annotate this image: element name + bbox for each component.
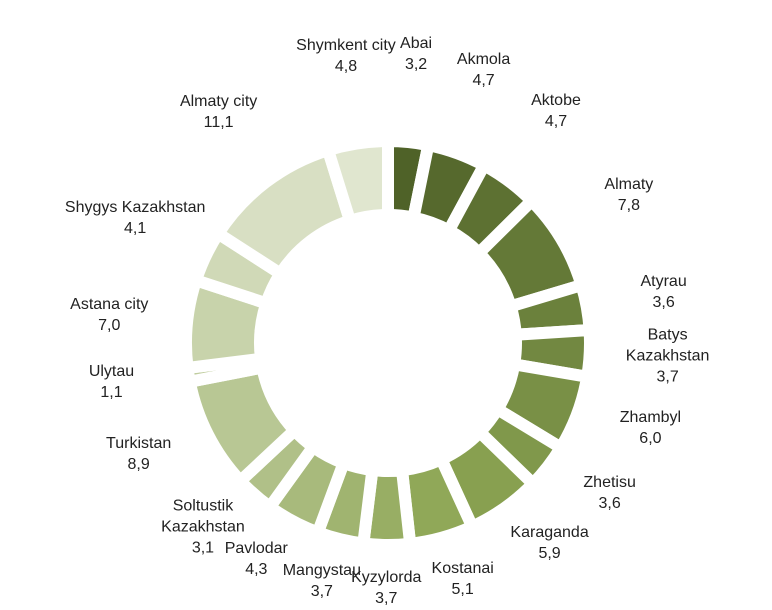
- category-label: Pavlodar: [224, 540, 288, 558]
- category-label: Abai: [400, 35, 433, 53]
- value-label: 7,0: [98, 317, 121, 335]
- category-label: Karaganda: [510, 524, 589, 542]
- slice-label: Ulytau 1,1: [89, 361, 134, 403]
- value-label: 3,7: [310, 583, 333, 601]
- value-label: 4,1: [124, 220, 147, 238]
- slice-label: Shygys Kazakhstan 4,1: [65, 197, 206, 239]
- slice-label: Zhetisu 3,6: [583, 472, 635, 514]
- slice-label: Aktobe 4,7: [531, 90, 581, 132]
- value-label: 6,0: [639, 430, 662, 448]
- category-label: Mangystau: [282, 562, 361, 580]
- category-label: Zhetisu: [583, 473, 636, 491]
- value-label: 7,8: [617, 197, 640, 215]
- slice-label: Karaganda 5,9: [510, 522, 588, 564]
- category-label: Astana city: [70, 296, 149, 314]
- value-label: 1,1: [100, 383, 123, 401]
- category-label: Ulytau: [88, 362, 135, 380]
- value-label: 4,7: [472, 72, 495, 90]
- category-label: Soltustik Kazakhstan: [161, 497, 245, 536]
- category-label: Batys Kazakhstan: [625, 326, 710, 365]
- value-label: 4,3: [245, 561, 268, 579]
- slice-label: Pavlodar 4,3: [225, 538, 288, 580]
- slice-label: Kostanai 5,1: [432, 558, 494, 600]
- slice-label: Zhambyl 6,0: [620, 407, 681, 449]
- slice-label: Almaty city 11,1: [180, 91, 257, 133]
- category-label: Atyrau: [640, 272, 687, 290]
- donut-segment: [320, 134, 394, 229]
- value-label: 5,1: [451, 581, 474, 599]
- value-label: 3,7: [375, 589, 398, 607]
- slice-label: Shymkent city 4,8: [296, 35, 396, 77]
- slice-label: Batys Kazakhstan 3,7: [615, 324, 719, 387]
- category-label: Kostanai: [431, 560, 494, 578]
- value-label: 3,1: [191, 539, 215, 557]
- category-label: Shygys Kazakhstan: [64, 199, 206, 217]
- category-label: Zhambyl: [619, 409, 682, 427]
- value-label: 3,2: [404, 56, 428, 74]
- value-label: 11,1: [203, 114, 234, 132]
- category-label: Shymkent city: [296, 37, 396, 55]
- category-label: Akmola: [456, 51, 511, 69]
- slice-label: Akmola 4,7: [457, 49, 510, 91]
- value-label: 4,7: [544, 112, 568, 130]
- value-label: 3,7: [656, 368, 679, 386]
- value-label: 5,9: [538, 545, 561, 563]
- category-label: Kyzylorda: [351, 568, 422, 586]
- slice-label: Astana city 7,0: [70, 294, 148, 336]
- value-label: 3,6: [598, 494, 621, 512]
- category-label: Almaty: [604, 176, 654, 194]
- slice-label: Atyrau 3,6: [640, 271, 686, 313]
- value-label: 8,9: [127, 456, 150, 474]
- category-label: Turkistan: [106, 435, 172, 453]
- category-label: Aktobe: [531, 91, 581, 109]
- slice-label: Mangystau 3,7: [283, 560, 361, 602]
- slice-label: Kyzylorda 3,7: [351, 567, 421, 609]
- value-label: 3,6: [652, 293, 675, 311]
- slice-label: Turkistan 8,9: [106, 433, 171, 475]
- category-label: Almaty city: [179, 93, 258, 111]
- slice-label: Soltustik Kazakhstan 3,1: [161, 495, 245, 558]
- value-label: 4,8: [334, 58, 358, 76]
- slice-label: Abai 3,2: [400, 33, 432, 75]
- slice-label: Almaty 7,8: [604, 174, 653, 216]
